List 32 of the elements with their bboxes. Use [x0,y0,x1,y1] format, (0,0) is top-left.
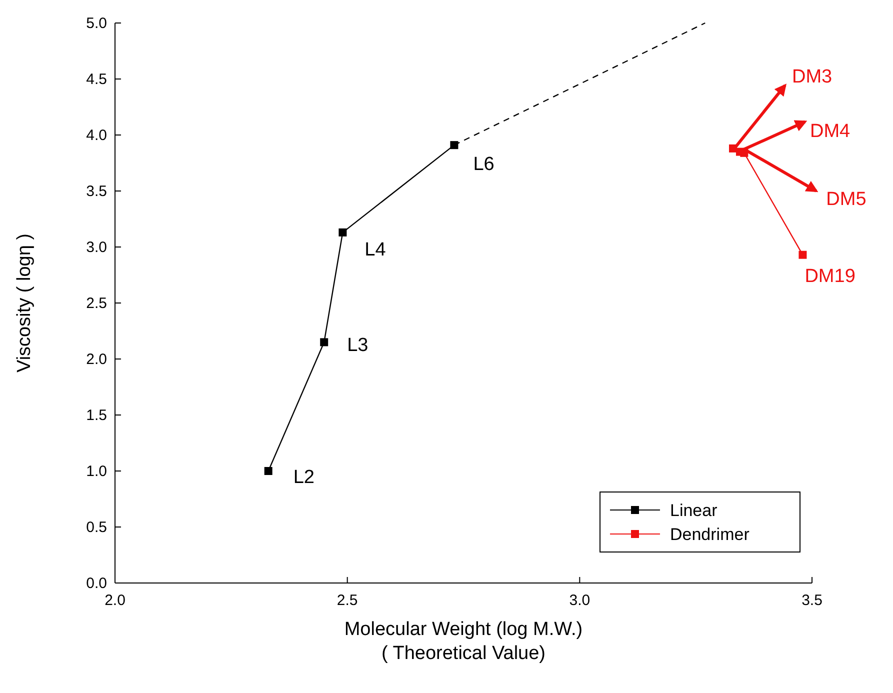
y-tick-label: 1.0 [86,463,107,480]
annotation: L4 [364,239,386,260]
annotation: L3 [347,335,368,356]
y-tick-label: 4.0 [86,127,107,144]
y-tick-label: 0.0 [86,575,107,592]
point [264,467,272,475]
annotation: DM4 [810,120,851,142]
y-tick-label: 4.5 [86,71,107,88]
y-tick-label: 1.5 [86,407,107,424]
point [338,228,347,236]
x-tick-label: 3.0 [569,592,590,609]
point [320,338,328,346]
y-tick-label: 3.0 [86,239,107,256]
y-tick-label: 3.5 [86,183,107,200]
annotation: DM19 [804,266,856,287]
y-tick-label: 5.0 [86,15,107,32]
point [450,141,458,150]
x-tick-label: 3.5 [802,592,822,609]
annotation: L6 [473,154,494,176]
x-tick-label: 2.5 [336,592,358,609]
annotation: DM5 [826,188,866,210]
y-tick-label: 2.5 [86,295,107,312]
legend-label: Dendrimer [670,525,750,544]
annotation: L2 [293,467,314,488]
legend-label: Linear [670,501,718,520]
point [798,250,807,259]
y-tick-label: 2.0 [86,351,107,368]
y-tick-label: 0.5 [86,519,107,536]
y-axis-title: Viscosity ( logη ) [14,233,35,373]
x-axis-title: Molecular Weight (log M.W.) ( Theoretical Value) [344,619,583,664]
annotation: DM3 [792,66,832,88]
x-tick-label: 2.0 [104,592,126,609]
